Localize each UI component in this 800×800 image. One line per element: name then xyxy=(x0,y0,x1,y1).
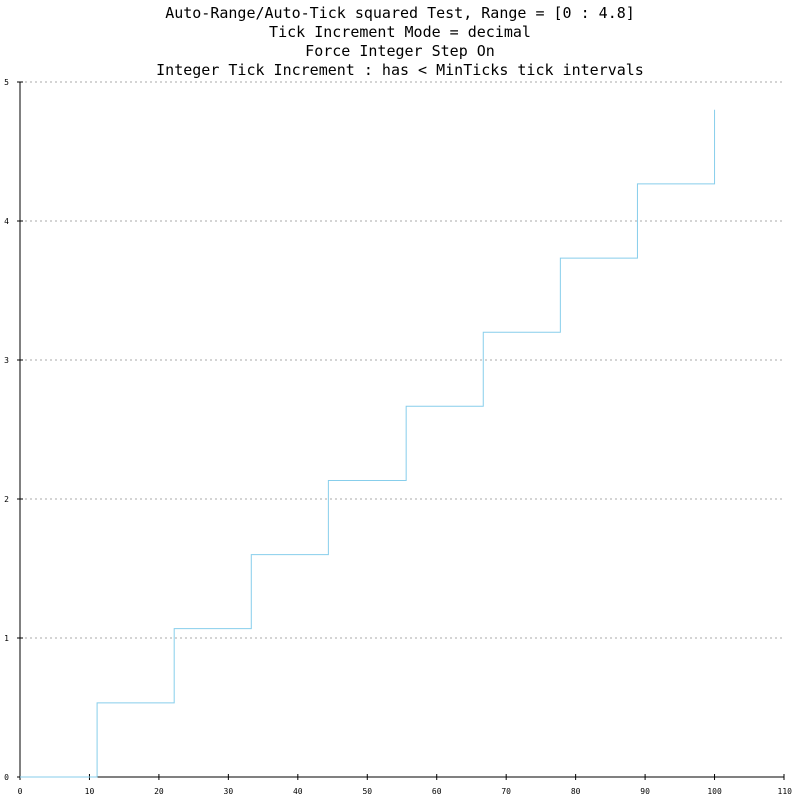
series-0-line xyxy=(20,109,716,778)
series-layer xyxy=(19,109,716,778)
axis-layer xyxy=(17,81,785,780)
x-tick-label-8: 80 xyxy=(571,787,581,796)
x-tick-label-1: 10 xyxy=(85,787,95,796)
x-tick-label-10: 100 xyxy=(707,787,722,796)
y-tick-label-5: 5 xyxy=(4,78,9,87)
x-tick-label-5: 50 xyxy=(362,787,372,796)
chart-title-line-4: Integer Tick Increment : has < MinTicks … xyxy=(156,61,644,79)
x-tick-label-6: 60 xyxy=(432,787,442,796)
grid-layer xyxy=(20,81,784,639)
y-tick-label-2: 2 xyxy=(4,495,9,504)
x-tick-label-4: 40 xyxy=(293,787,303,796)
y-tick-label-1: 1 xyxy=(4,634,9,643)
x-tick-label-11: 110 xyxy=(778,787,793,796)
y-tick-label-3: 3 xyxy=(4,356,9,365)
chart-title-line-2: Tick Increment Mode = decimal xyxy=(269,23,531,41)
y-tick-label-0: 0 xyxy=(4,773,9,782)
y-tick-label-4: 4 xyxy=(4,217,9,226)
x-tick-label-2: 20 xyxy=(154,787,164,796)
chart-title-line-1: Auto-Range/Auto-Tick squared Test, Range… xyxy=(165,4,635,22)
x-tick-label-9: 90 xyxy=(640,787,650,796)
chart-title-line-3: Force Integer Step On xyxy=(305,42,495,60)
x-tick-label-7: 70 xyxy=(501,787,511,796)
x-tick-label-0: 0 xyxy=(18,787,23,796)
x-tick-label-3: 30 xyxy=(224,787,234,796)
